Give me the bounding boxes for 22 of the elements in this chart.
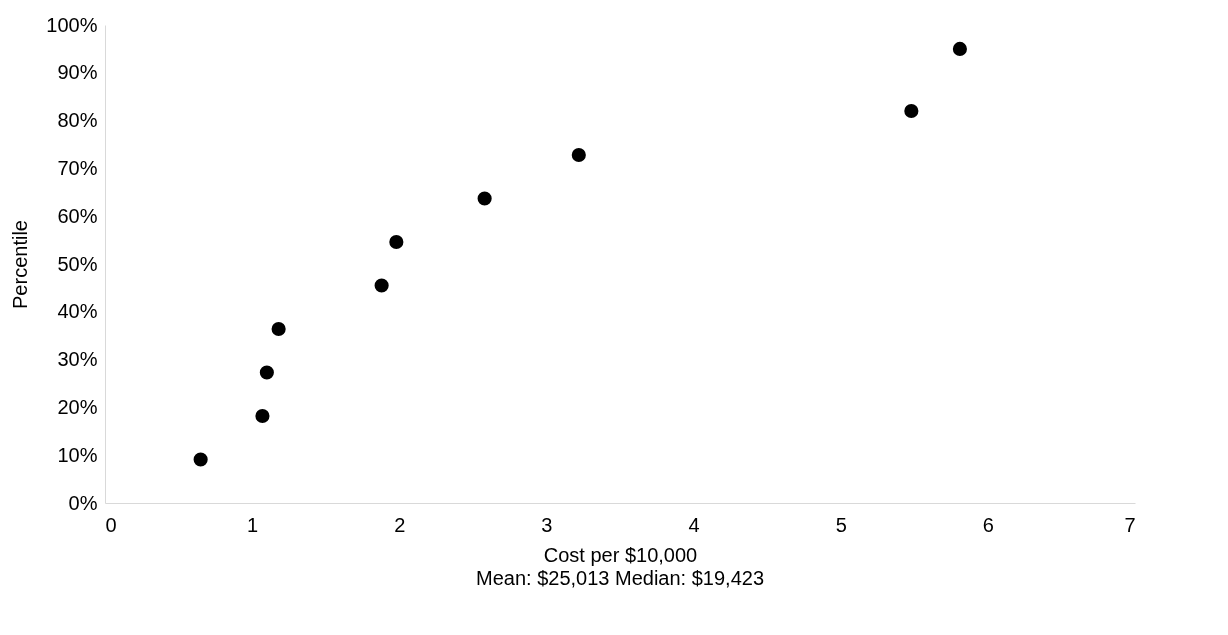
x-tick-label: 7 — [1124, 513, 1136, 536]
y-tick-label: 60% — [57, 204, 98, 227]
x-tick-label: 5 — [835, 513, 847, 536]
y-tick-label: 80% — [57, 109, 98, 132]
y-tick-label: 10% — [57, 443, 98, 466]
x-tick-label: 6 — [982, 513, 994, 536]
y-tick-label: 90% — [57, 61, 98, 84]
x-tick-label: 1 — [247, 513, 259, 536]
x-tick-label: 0 — [105, 513, 117, 536]
text: Mean: $25,013 Median: $19,423 — [476, 567, 764, 589]
y-tick-label: 30% — [57, 348, 98, 371]
x-tick-label: 4 — [688, 513, 700, 536]
y-tick-label: 20% — [57, 395, 98, 418]
y-axis-title: Percentile — [9, 220, 32, 309]
y-tick-label: 0% — [68, 491, 98, 514]
x-tick-label: 3 — [541, 513, 553, 536]
x-axis-title: Cost per $10,000 — [543, 543, 698, 566]
y-tick-label: 40% — [57, 300, 98, 323]
y-tick-label: 50% — [57, 252, 98, 275]
x-tick-label: 2 — [394, 513, 406, 536]
y-tick-label: 70% — [57, 156, 98, 179]
y-tick-label: 100% — [46, 13, 98, 36]
